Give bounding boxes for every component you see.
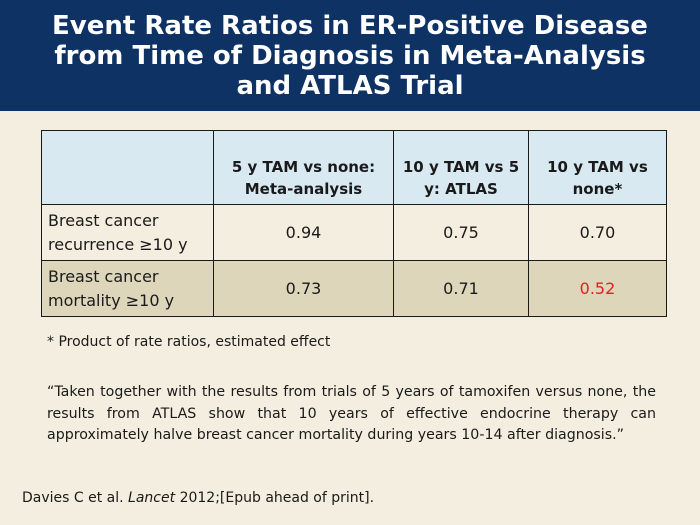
table-cell: 0.71 [393,260,529,317]
header-cell-empty [41,130,214,205]
table-cell: 0.94 [212,204,395,261]
slide-title: Event Rate Ratios in ER-Positive Disease… [52,10,648,101]
table-row: Breast cancer recurrence ≥10 y 0.94 0.75… [41,204,668,261]
quote-text: “Taken together with the results from tr… [47,384,656,443]
title-banner: Event Rate Ratios in ER-Positive Disease… [0,0,700,111]
table-cell: 0.75 [393,204,529,261]
highlighted-cell: 0.52 [527,260,668,317]
row-label-recurrence: Breast cancer recurrence ≥10 y [41,204,214,261]
citation-journal: Lancet [128,490,176,506]
citation: Davies C et al. Lancet 2012;[Epub ahead … [22,489,374,507]
header-cell-meta-analysis: 5 y TAM vs none: Meta-analysis [212,130,395,205]
citation-authors: Davies C et al. [22,490,124,506]
table-cell: 0.70 [527,204,668,261]
table-header-row: 5 y TAM vs none: Meta-analysis 10 y TAM … [41,130,668,205]
table-row: Breast cancer mortality ≥10 y 0.73 0.71 … [41,260,668,317]
footnote: * Product of rate ratios, estimated effe… [47,334,331,350]
header-cell-combined: 10 y TAM vs none* [527,130,668,205]
rate-ratio-table: 5 y TAM vs none: Meta-analysis 10 y TAM … [41,130,668,317]
header-cell-atlas: 10 y TAM vs 5 y: ATLAS [393,130,529,205]
citation-details: 2012;[Epub ahead of print]. [179,490,375,506]
table-cell: 0.73 [212,260,395,317]
row-label-mortality: Breast cancer mortality ≥10 y [41,260,214,317]
